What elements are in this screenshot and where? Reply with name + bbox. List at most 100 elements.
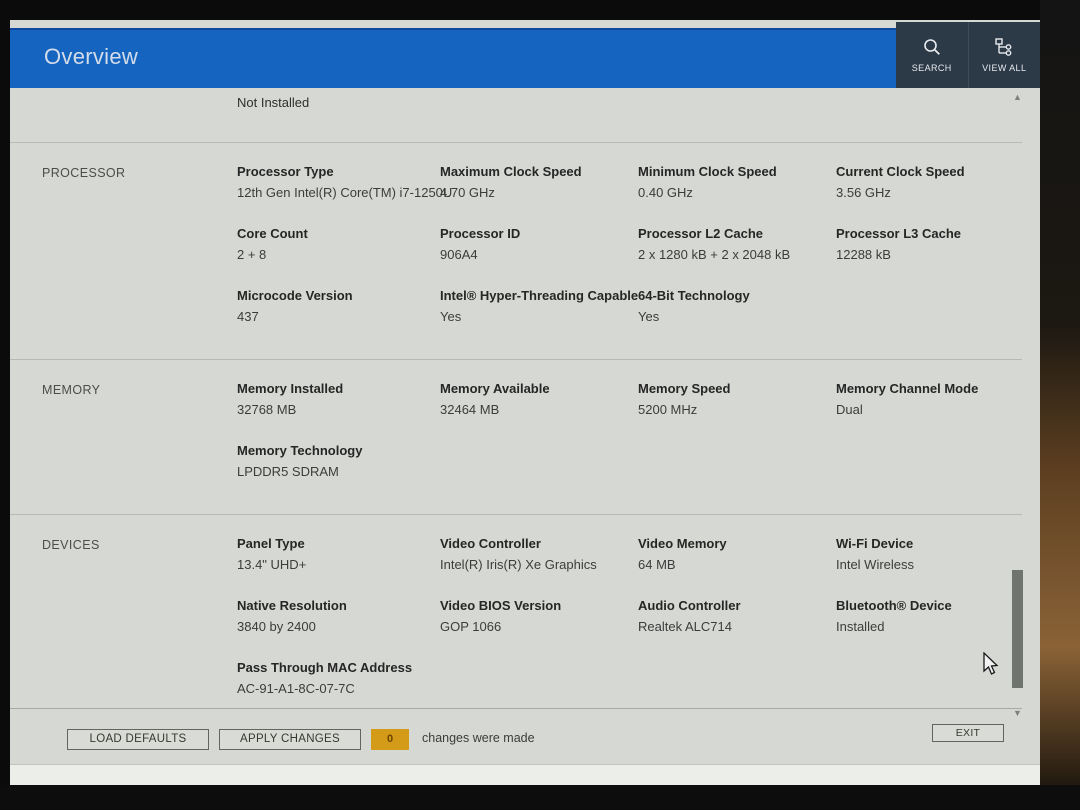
field-label: Maximum Clock Speed [440,164,582,179]
field-label: Video BIOS Version [440,598,562,613]
scrollbar-thumb[interactable] [1012,570,1023,688]
field: Processor Type 12th Gen Intel(R) Core(TM)… [237,163,453,203]
field-row: Native Resolution 3840 by 2400 Video BIOS … [237,597,1022,637]
field-row: Core Count 2 + 8 Processor ID 906A4 Processo… [237,225,1022,265]
field-label: Memory Available [440,381,550,396]
field-label: Panel Type [237,536,305,551]
header-actions-panel: SEARCH VIEW ALL [896,22,1040,88]
field-value: GOP 1066 [440,619,502,634]
exit-button[interactable]: EXIT [932,724,1004,742]
field: Panel Type 13.4" UHD+ [237,535,440,575]
field-row: Microcode Version 437 Intel® Hyper-Threadi… [237,287,1022,327]
scrollbar[interactable]: ▲ ▼ [1011,92,1024,720]
field: Video BIOS Version GOP 1066 [440,597,638,637]
mouse-cursor [982,651,1000,681]
field-row: Memory Installed 32768 MB Memory Available… [237,380,1022,420]
content: Not Installed PROCESSOR Processor Type 12t… [10,88,1022,731]
field: Core Count 2 + 8 [237,225,440,265]
field: Memory Channel Mode Dual [836,380,1022,420]
field-value: 906A4 [440,247,478,262]
field: Minimum Clock Speed 0.40 GHz [638,163,836,203]
field-label: Memory Technology [237,443,363,458]
section-rows: Processor Type 12th Gen Intel(R) Core(TM)… [237,163,1022,349]
field-value: Realtek ALC714 [638,619,732,634]
field-row: Panel Type 13.4" UHD+ Video Controller Inte… [237,535,1022,575]
field-label: Video Controller [440,536,541,551]
field-value: 3.56 GHz [836,185,891,200]
footer-bar: LOAD DEFAULTS APPLY CHANGES 0 changes we… [10,708,1022,764]
apply-changes-button[interactable]: APPLY CHANGES [219,729,361,750]
field-label: Memory Channel Mode [836,381,979,396]
field-value: 32768 MB [237,402,297,417]
field-label: Processor ID [440,226,521,241]
field-value: Yes [440,309,462,324]
section-rows: Memory Installed 32768 MB Memory Available… [237,380,1022,504]
page-title: Overview [44,44,139,69]
header-bar: Overview [10,28,1040,88]
bios-screen: Overview SEARCH [10,20,1040,785]
field-value: 5200 MHz [638,402,698,417]
field-label: Pass Through MAC Address [237,660,413,675]
field-label: Processor L2 Cache [638,226,764,241]
field-label: Audio Controller [638,598,741,613]
field-label: Processor Type [237,164,334,179]
field: Memory Technology LPDDR5 SDRAM [237,442,440,482]
field-value: Yes [638,309,660,324]
field: Memory Available 32464 MB [440,380,638,420]
field-value: LPDDR5 SDRAM [237,464,339,479]
field-label: Core Count [237,226,308,241]
field: Memory Installed 32768 MB [237,380,440,420]
field-label: 64-Bit Technology [638,288,750,303]
field: Maximum Clock Speed 4.70 GHz [440,163,638,203]
search-button[interactable]: SEARCH [896,22,968,88]
search-icon [922,37,942,57]
field: Memory Speed 5200 MHz [638,380,836,420]
section-memory: MEMORY Memory Installed 32768 MB Memory Ava… [10,359,1022,514]
field-value: Intel(R) Iris(R) Xe Graphics [440,557,597,572]
field-label: Memory Speed [638,381,731,396]
search-label: SEARCH [911,63,952,73]
field-row: Processor Type 12th Gen Intel(R) Core(TM)… [237,163,1022,203]
section-label: MEMORY [42,383,101,397]
field: Processor L3 Cache 12288 kB [836,225,1022,265]
field-label: Wi-Fi Device [836,536,914,551]
view-all-icon [993,37,1015,57]
field-value: 64 MB [638,557,676,572]
section-processor: PROCESSOR Processor Type 12th Gen Intel(R)… [10,142,1022,359]
not-installed-notice: Not Installed [237,95,310,110]
field: Microcode Version 437 [237,287,440,327]
section-devices: DEVICES Panel Type 13.4" UHD+ Video Control… [10,514,1022,731]
field-value: 2 + 8 [237,247,267,262]
changes-made-text: changes were made [422,731,535,745]
field-label: Video Memory [638,536,727,551]
field-value: 12th Gen Intel(R) Core(TM) i7-1250U [237,185,453,200]
field-value: Intel Wireless [836,557,915,572]
field: Wi-Fi Device Intel Wireless [836,535,1022,575]
scroll-down-button[interactable]: ▼ [1013,708,1022,718]
field: Intel® Hyper-Threading Capable Yes [440,287,638,327]
field: Native Resolution 3840 by 2400 [237,597,440,637]
field-value: 32464 MB [440,402,500,417]
field-label: Microcode Version [237,288,353,303]
field-value: 0.40 GHz [638,185,693,200]
field-value: Installed [836,619,885,634]
section-rows: Panel Type 13.4" UHD+ Video Controller Inte… [237,535,1022,721]
field: Processor ID 906A4 [440,225,638,265]
field-value: 2 x 1280 kB + 2 x 2048 kB [638,247,791,262]
view-all-button[interactable]: VIEW ALL [967,22,1041,88]
photo-right-edge [1040,0,1080,810]
field-label: Native Resolution [237,598,347,613]
field-value: 3840 by 2400 [237,619,316,634]
section-label: DEVICES [42,538,100,552]
field-value: 4.70 GHz [440,185,495,200]
field-value: 437 [237,309,259,324]
load-defaults-button[interactable]: LOAD DEFAULTS [67,729,209,750]
sections: PROCESSOR Processor Type 12th Gen Intel(R)… [10,142,1022,731]
field-label: Intel® Hyper-Threading Capable [440,288,639,303]
field: Audio Controller Realtek ALC714 [638,597,836,637]
field: Processor L2 Cache 2 x 1280 kB + 2 x 2048… [638,225,836,265]
scroll-up-button[interactable]: ▲ [1013,92,1022,102]
section-label: PROCESSOR [42,166,126,180]
field: 64-Bit Technology Yes [638,287,836,327]
